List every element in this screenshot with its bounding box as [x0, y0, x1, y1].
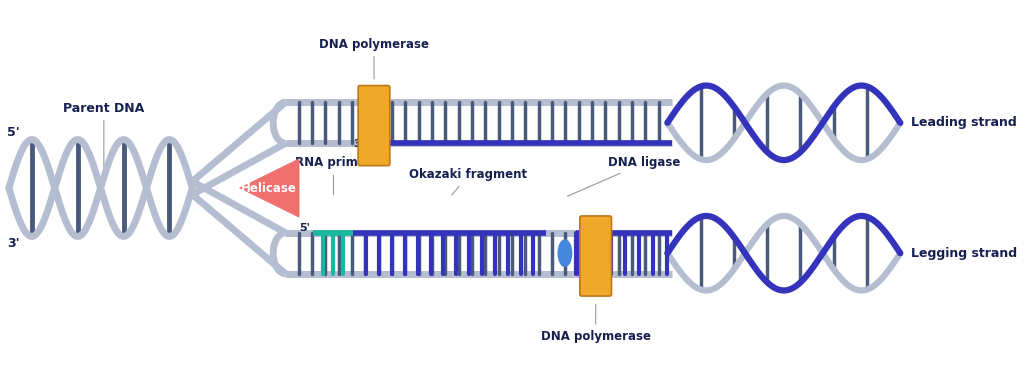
Text: 3': 3': [7, 237, 19, 250]
Text: DNA polymerase: DNA polymerase: [319, 38, 429, 79]
Text: 3': 3': [353, 139, 365, 149]
Ellipse shape: [557, 239, 572, 267]
Text: Okazaki fragment: Okazaki fragment: [410, 168, 527, 195]
FancyBboxPatch shape: [580, 216, 611, 296]
Text: DNA polymerase: DNA polymerase: [541, 305, 650, 343]
Text: RNA primer: RNA primer: [295, 156, 372, 194]
Text: DNA ligase: DNA ligase: [567, 156, 680, 196]
Polygon shape: [193, 102, 286, 233]
Text: Parent DNA: Parent DNA: [63, 102, 144, 172]
Text: Legging strand: Legging strand: [911, 247, 1018, 260]
FancyBboxPatch shape: [358, 85, 390, 166]
Text: 5': 5': [299, 223, 310, 233]
Text: 5': 5': [7, 126, 19, 139]
Polygon shape: [239, 158, 299, 218]
Text: Helicase: Helicase: [241, 182, 297, 194]
Text: Leading strand: Leading strand: [911, 116, 1017, 129]
